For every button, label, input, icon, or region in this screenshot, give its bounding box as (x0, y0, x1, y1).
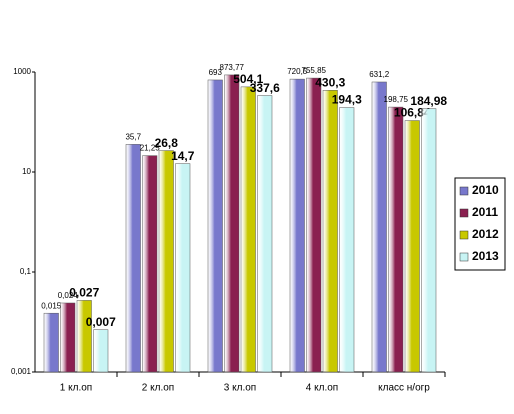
bar (388, 106, 404, 373)
bar (207, 79, 223, 373)
legend-swatch (459, 186, 469, 196)
y-tick-label: 1000 (13, 67, 31, 76)
bar (175, 163, 191, 373)
bar (240, 86, 256, 373)
bar (125, 144, 141, 373)
y-tick-label: 0,001 (11, 367, 32, 376)
bar (93, 329, 109, 373)
value-label: 26,8 (155, 136, 179, 150)
value-label: 198,75 (384, 95, 409, 104)
value-label: 184,98 (410, 94, 447, 108)
value-label: 693 (209, 68, 223, 77)
value-label: 720,5 (287, 67, 308, 76)
bar (76, 300, 92, 373)
value-label: 755,85 (302, 66, 327, 75)
x-tick-label: 1 кл.оп (60, 383, 92, 394)
value-label: 14,7 (171, 149, 195, 163)
bar (60, 302, 76, 373)
legend-swatch (459, 208, 469, 218)
bar (421, 108, 437, 373)
value-label: 194,3 (332, 93, 362, 107)
bar (339, 107, 355, 373)
bar (158, 150, 174, 373)
x-tick-label: 3 кл.оп (224, 383, 256, 394)
value-label: 0,007 (86, 315, 116, 329)
legend-label: 2011 (472, 205, 498, 219)
value-label: 631,2 (369, 70, 390, 79)
legend-label: 2013 (472, 249, 499, 263)
bar (371, 81, 387, 373)
bar (306, 77, 322, 373)
y-tick-label: 0,1 (20, 267, 32, 276)
value-label: 35,7 (125, 132, 141, 141)
bar (404, 120, 420, 373)
bar (257, 95, 273, 373)
value-label: 0,024 (58, 291, 79, 300)
x-tick-label: 2 кл.оп (142, 383, 174, 394)
bar (224, 74, 240, 373)
y-tick-label: 10 (22, 167, 31, 176)
x-tick-label: 4 кл.оп (306, 383, 338, 394)
legend-label: 2010 (472, 183, 499, 197)
value-label: 430,3 (315, 75, 345, 89)
value-label: 21,25 (140, 144, 161, 153)
value-label: 873,77 (220, 63, 245, 72)
bar (289, 78, 305, 373)
bar (322, 90, 338, 373)
value-label: 504,1 (233, 72, 263, 86)
bar (142, 155, 158, 373)
x-tick-label: класс н/огр (378, 383, 430, 394)
bar (43, 312, 59, 373)
legend-swatch (459, 252, 469, 262)
legend-swatch (459, 230, 469, 240)
value-label: 337,6 (250, 81, 280, 95)
legend-label: 2012 (472, 227, 499, 241)
value-label: 0,027 (69, 286, 99, 300)
value-label: 0,015 (41, 301, 62, 310)
